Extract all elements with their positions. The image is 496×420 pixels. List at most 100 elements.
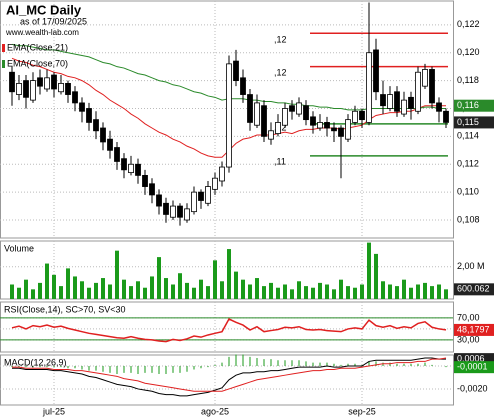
candle-body bbox=[93, 119, 99, 132]
candle-body bbox=[317, 122, 323, 129]
bar bbox=[59, 286, 63, 299]
bar bbox=[374, 253, 378, 299]
bar bbox=[395, 286, 399, 299]
candle-body bbox=[9, 71, 15, 93]
candle-body bbox=[100, 127, 106, 143]
legend-label: EMA(Close,70) bbox=[7, 58, 68, 68]
candle-body bbox=[268, 130, 274, 140]
candle-body bbox=[30, 80, 36, 101]
y-tick-label: 70,00 bbox=[457, 312, 480, 322]
value-tag: 0,115 bbox=[457, 117, 479, 127]
bar bbox=[94, 282, 98, 299]
candle-body bbox=[16, 82, 22, 95]
panel-title: Volume bbox=[4, 243, 34, 253]
panel-frame bbox=[0, 0, 454, 239]
candle-body bbox=[359, 110, 365, 121]
y-tick-label: 0,110 bbox=[457, 187, 479, 197]
value-tag: -0,0001 bbox=[457, 362, 488, 372]
candle-body bbox=[114, 147, 120, 162]
value-tag-box bbox=[454, 323, 494, 336]
bar bbox=[31, 289, 35, 299]
candle-body bbox=[324, 122, 330, 129]
candle-body bbox=[401, 99, 407, 115]
bar bbox=[367, 242, 371, 299]
bar bbox=[143, 287, 147, 299]
y-tick-label: 0,108 bbox=[457, 214, 480, 224]
candle-body bbox=[44, 77, 50, 90]
x-tick-label: jul-25 bbox=[42, 406, 65, 416]
candle-body bbox=[72, 91, 78, 104]
bar bbox=[45, 263, 49, 299]
bar bbox=[360, 284, 364, 299]
candle-body bbox=[387, 94, 393, 109]
candle-body bbox=[128, 163, 134, 174]
bar bbox=[353, 287, 357, 299]
bar bbox=[241, 279, 245, 299]
bar bbox=[402, 279, 406, 299]
bar bbox=[80, 281, 84, 299]
bar bbox=[52, 274, 56, 299]
chart-title: AI_MC Daily bbox=[6, 2, 82, 17]
bar bbox=[423, 282, 427, 299]
y-tick-label: 0,120 bbox=[457, 47, 480, 57]
legend-swatch bbox=[2, 60, 5, 68]
bar bbox=[269, 282, 273, 299]
y-tick-label: 30,00 bbox=[457, 334, 480, 344]
annotation: ,11 bbox=[274, 156, 286, 166]
bar bbox=[87, 287, 91, 299]
candle-body bbox=[107, 138, 113, 151]
bar bbox=[73, 276, 77, 299]
candle-body bbox=[121, 158, 127, 171]
panel-frame bbox=[0, 301, 454, 353]
bar bbox=[311, 287, 315, 299]
candle-body bbox=[380, 94, 386, 107]
bar bbox=[66, 268, 70, 299]
line bbox=[12, 357, 447, 392]
annotation: ,12 bbox=[274, 67, 287, 77]
candle-body bbox=[282, 108, 288, 126]
bar bbox=[38, 282, 42, 299]
candle-body bbox=[436, 102, 442, 112]
candle-body bbox=[366, 52, 372, 123]
candle-body bbox=[310, 116, 316, 126]
bar bbox=[206, 286, 210, 299]
candle-body bbox=[149, 183, 155, 196]
bar bbox=[332, 289, 336, 299]
candle-body bbox=[205, 186, 211, 204]
candle-body bbox=[275, 122, 281, 134]
candle-body bbox=[240, 77, 246, 95]
bar bbox=[115, 250, 119, 299]
candle-body bbox=[135, 163, 141, 176]
bar bbox=[283, 284, 287, 299]
candle-body bbox=[226, 63, 232, 168]
candle-body bbox=[408, 96, 414, 109]
candle-body bbox=[51, 74, 57, 90]
bar bbox=[325, 284, 329, 299]
bar bbox=[157, 257, 161, 299]
candle-body bbox=[331, 127, 337, 132]
y-tick-label: 0,122 bbox=[457, 19, 480, 29]
candle-body bbox=[296, 102, 302, 115]
candle-body bbox=[23, 80, 29, 98]
y-tick-label: -0,0020 bbox=[457, 383, 488, 393]
candle-body bbox=[394, 91, 400, 112]
candle-body bbox=[65, 82, 71, 95]
candle-body bbox=[422, 69, 428, 87]
candle-body bbox=[163, 202, 169, 215]
bar bbox=[24, 279, 28, 299]
candle-body bbox=[373, 49, 379, 93]
candle-body bbox=[156, 194, 162, 207]
bar bbox=[276, 287, 280, 299]
bar bbox=[10, 284, 14, 299]
x-tick-label: sep-25 bbox=[348, 406, 376, 416]
candle-body bbox=[443, 110, 449, 123]
bar bbox=[346, 286, 350, 299]
bar bbox=[220, 281, 224, 299]
bar bbox=[444, 289, 448, 299]
value-tag-box bbox=[454, 361, 494, 374]
bar bbox=[178, 273, 182, 299]
value-tag-box bbox=[454, 283, 494, 296]
value-tag: 48,1797 bbox=[457, 324, 490, 334]
bar bbox=[248, 284, 252, 299]
